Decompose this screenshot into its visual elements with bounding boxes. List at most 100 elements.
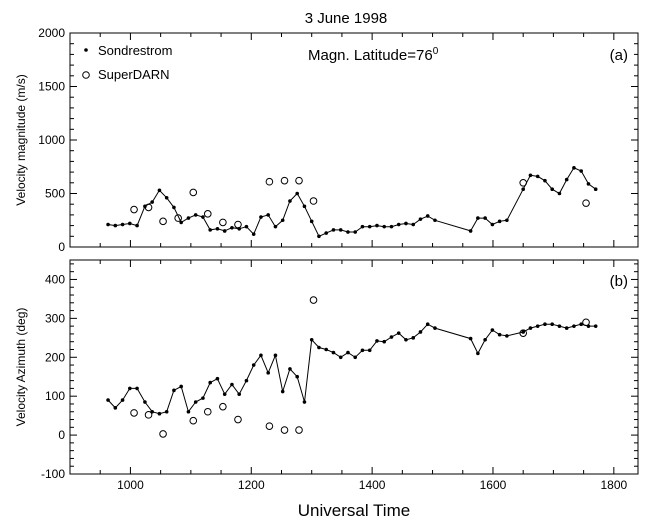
superdarn-point bbox=[130, 205, 138, 214]
sondrestrom-point bbox=[586, 182, 591, 186]
sondrestrom-point bbox=[550, 187, 554, 192]
sondrestrom-point bbox=[411, 336, 416, 340]
sondrestrom-point bbox=[593, 187, 598, 192]
panel-b-y-tick-label: -100 bbox=[41, 467, 65, 481]
sondrestrom-point bbox=[338, 228, 343, 232]
legend-label-superdarn: SuperDARN bbox=[98, 67, 170, 82]
panel-a-y-tick-labels: 0 500 1000 1500 2000 bbox=[38, 26, 65, 254]
sondrestrom-point bbox=[360, 348, 365, 353]
sondrestrom-point bbox=[244, 378, 249, 383]
sondrestrom-point bbox=[418, 330, 423, 334]
sondrestrom-point bbox=[497, 219, 502, 224]
sondrestrom-point bbox=[302, 204, 307, 209]
sondrestrom-point bbox=[353, 355, 358, 360]
sondrestrom-point bbox=[375, 223, 379, 228]
sondrestrom-point bbox=[543, 322, 547, 327]
sondrestrom-point bbox=[113, 223, 118, 228]
sondrestrom-point bbox=[172, 205, 176, 210]
sondrestrom-point bbox=[280, 218, 285, 223]
panel-a-annotation: Magn. Latitude=760 bbox=[308, 46, 439, 64]
panel-a-y-tick-label: 1000 bbox=[38, 133, 65, 147]
sondrestrom-point bbox=[360, 224, 365, 229]
sondrestrom-point bbox=[425, 322, 430, 327]
sondrestrom-point bbox=[505, 334, 509, 338]
sondrestrom-point bbox=[135, 386, 139, 391]
sondrestrom-point bbox=[251, 363, 256, 367]
sondrestrom-point bbox=[295, 191, 300, 196]
sondrestrom-point bbox=[382, 224, 387, 229]
sondrestrom-point bbox=[193, 213, 198, 217]
sondrestrom-point bbox=[288, 199, 292, 203]
sondrestrom-point bbox=[483, 216, 487, 220]
panel-a: 0 500 1000 1500 2000 Velocity magnitude (m/s… bbox=[14, 26, 639, 254]
x-tick-label: 1800 bbox=[600, 478, 627, 492]
sondrestrom-point bbox=[389, 335, 394, 339]
sondrestrom-point bbox=[593, 324, 598, 328]
sondrestrom-point bbox=[106, 398, 110, 402]
sondrestrom-point bbox=[120, 398, 125, 402]
superdarn-point bbox=[295, 176, 303, 185]
sondrestrom-point bbox=[490, 222, 495, 227]
sondrestrom-point bbox=[222, 229, 227, 233]
superdarn-point bbox=[159, 217, 167, 226]
sondrestrom-point bbox=[179, 220, 183, 225]
panel-b-y-tick-label: 100 bbox=[45, 389, 65, 403]
sondrestrom-point bbox=[468, 229, 473, 233]
superdarn-point bbox=[203, 407, 212, 416]
sondrestrom-point bbox=[528, 326, 533, 330]
sondrestrom-point bbox=[338, 355, 343, 360]
sondrestrom-point bbox=[215, 376, 220, 381]
sondrestrom-point bbox=[543, 178, 547, 183]
sondrestrom-point bbox=[113, 406, 118, 410]
sondrestrom-point bbox=[476, 216, 480, 220]
sondrestrom-point bbox=[135, 223, 139, 228]
superdarn-point bbox=[189, 188, 198, 197]
sondrestrom-point bbox=[309, 219, 314, 224]
sondrestrom-point bbox=[309, 337, 314, 342]
sondrestrom-point bbox=[317, 345, 321, 350]
sondrestrom-point bbox=[230, 225, 234, 230]
superdarn-point bbox=[519, 179, 527, 187]
panel-a-y-tick-label: 1500 bbox=[38, 80, 65, 94]
superdarn-point bbox=[280, 426, 289, 434]
sondrestrom-point bbox=[302, 400, 307, 404]
panel-a-annotation-text: Magn. Latitude=76 bbox=[308, 47, 433, 64]
sondrestrom-point bbox=[396, 222, 401, 227]
panel-a-label: (a) bbox=[610, 47, 628, 64]
sondrestrom-point bbox=[266, 371, 270, 375]
panel-b-x-tick-labels: 1000 1200 1400 1600 1800 bbox=[117, 478, 627, 492]
panel-b-y-tick-label: 300 bbox=[45, 311, 65, 325]
panel-a-ticks bbox=[69, 32, 638, 248]
sondrestrom-point bbox=[411, 222, 416, 227]
sondrestrom-point bbox=[353, 230, 358, 234]
sondrestrom-point bbox=[528, 173, 533, 178]
sondrestrom-point bbox=[222, 392, 227, 397]
panel-a-marks bbox=[106, 166, 598, 239]
panel-a-y-tick-label: 0 bbox=[58, 240, 65, 254]
superdarn-point bbox=[144, 411, 153, 419]
panel-b: -100 0 100 200 300 400 1000 1200 1400 1600 1800 V… bbox=[14, 259, 639, 492]
sondrestrom-point bbox=[535, 174, 540, 179]
panel-a-frame bbox=[69, 32, 639, 248]
sondrestrom-point bbox=[164, 195, 169, 200]
panel-b-y-tick-label: 200 bbox=[45, 350, 65, 364]
sondrestrom-point bbox=[346, 350, 350, 355]
sondrestrom-point bbox=[186, 409, 191, 414]
sondrestrom-point bbox=[128, 221, 132, 226]
sondrestrom-point bbox=[476, 351, 480, 356]
sondrestrom-point bbox=[535, 324, 540, 328]
superdarn-point bbox=[234, 415, 242, 424]
superdarn-point bbox=[265, 177, 274, 186]
legend-marker-sondrestrom bbox=[84, 48, 88, 52]
x-tick-label: 1400 bbox=[359, 478, 386, 492]
sondrestrom-point bbox=[572, 166, 576, 170]
sondrestrom-point bbox=[273, 224, 278, 229]
sondrestrom-point bbox=[143, 400, 147, 404]
sondrestrom-point bbox=[425, 214, 430, 218]
sondrestrom-point bbox=[164, 409, 169, 414]
sondrestrom-point bbox=[259, 353, 263, 358]
sondrestrom-point bbox=[186, 216, 191, 220]
sondrestrom-point bbox=[273, 353, 278, 358]
sondrestrom-point bbox=[382, 339, 387, 344]
